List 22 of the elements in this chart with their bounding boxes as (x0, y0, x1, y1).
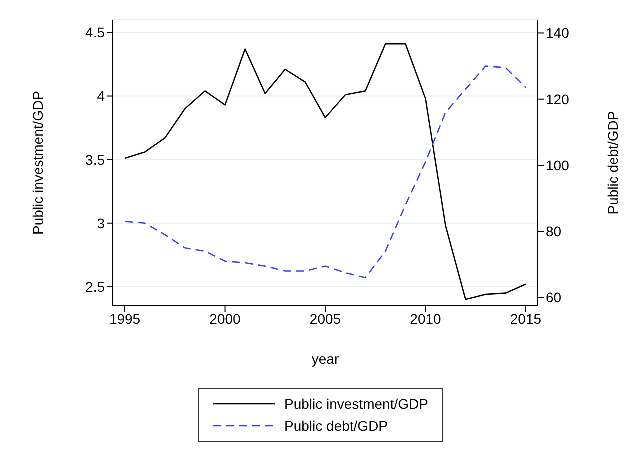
y-tick-label: 4 (97, 88, 106, 104)
x-tick-label: 2010 (410, 310, 442, 327)
x-axis-title: year (312, 351, 340, 367)
y2-tick-label: 140 (546, 25, 570, 42)
legend-label: Public investment/GDP (284, 396, 428, 412)
x-tick-label: 1995 (109, 310, 141, 327)
line-series (124, 66, 527, 279)
y2-axis-title: Public debt/GDP (604, 111, 621, 215)
x-tick-label: 2005 (310, 310, 342, 327)
y2-tick-label: 120 (546, 91, 570, 108)
y2-tick-label: 80 (546, 224, 562, 240)
legend-label: Public debt/GDP (284, 418, 388, 434)
y2-tick-label: 100 (546, 157, 570, 174)
y-tick-label: 2.5 (86, 278, 106, 295)
y-tick-label: 3 (97, 215, 106, 232)
line-series (124, 44, 527, 300)
y-tick-label: 3.5 (86, 152, 106, 168)
x-tick-label: 2015 (510, 310, 542, 327)
y-tick-label: 4.5 (86, 24, 106, 41)
y2-tick-label: 60 (546, 290, 562, 306)
y-axis-title: Public investment/GDP (30, 91, 46, 235)
x-tick-label: 2000 (210, 310, 242, 327)
